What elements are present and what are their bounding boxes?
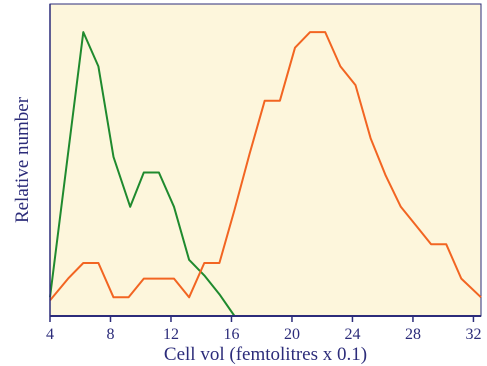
x-tick-labels: 4 8 12 16 20 24 28 32 — [46, 316, 481, 343]
y-axis-title: Relative number — [12, 96, 33, 223]
x-tick-label: 8 — [106, 326, 114, 343]
x-tick-label: 32 — [465, 326, 481, 343]
x-tick-label: 4 — [46, 326, 54, 343]
x-tick-label: 24 — [344, 326, 360, 343]
x-tick-label: 28 — [405, 326, 421, 343]
x-tick-label: 12 — [163, 326, 179, 343]
x-tick-label: 20 — [284, 326, 300, 343]
x-tick-label: 16 — [223, 326, 239, 343]
x-axis-title: Cell vol (femtolitres x 0.1) — [164, 344, 367, 365]
